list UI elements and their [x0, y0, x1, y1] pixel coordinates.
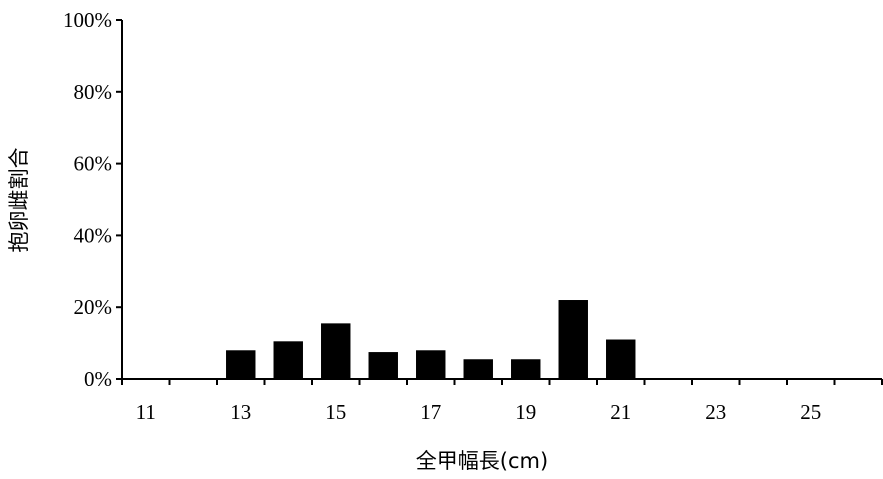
bar-20	[558, 300, 588, 379]
y-axis-title: 抱卵雌割合	[7, 148, 31, 253]
bar-16	[368, 352, 398, 379]
y-tick-label: 20%	[74, 295, 113, 319]
bar-19	[511, 359, 541, 379]
x-tick-label: 15	[325, 400, 346, 424]
y-tick-label: 0%	[84, 367, 112, 391]
bar-13	[226, 350, 256, 379]
y-tick-label: 40%	[74, 223, 113, 247]
x-tick-label: 17	[420, 400, 441, 424]
bar-18	[463, 359, 493, 379]
bar-14	[273, 341, 303, 379]
x-ticks: 11 13 15 17 19 21 23 25	[121, 379, 883, 424]
x-tick-label: 13	[230, 400, 251, 424]
bar-17	[416, 350, 446, 379]
bar-21	[606, 339, 636, 379]
y-tick-label: 100%	[63, 8, 112, 32]
x-tick-label: 19	[515, 400, 536, 424]
x-tick-label: 23	[705, 400, 726, 424]
x-tick-label: 21	[610, 400, 631, 424]
y-tick-label: 60%	[74, 152, 113, 176]
bar-15	[321, 323, 351, 379]
y-tick-label: 80%	[74, 80, 113, 104]
x-axis-title: 全甲幅長(cm)	[416, 449, 548, 473]
y-ticks: 0% 20% 40% 60% 80% 100%	[63, 8, 122, 391]
x-tick-label: 25	[800, 400, 821, 424]
x-tick-label: 11	[136, 400, 156, 424]
bars	[226, 300, 636, 379]
